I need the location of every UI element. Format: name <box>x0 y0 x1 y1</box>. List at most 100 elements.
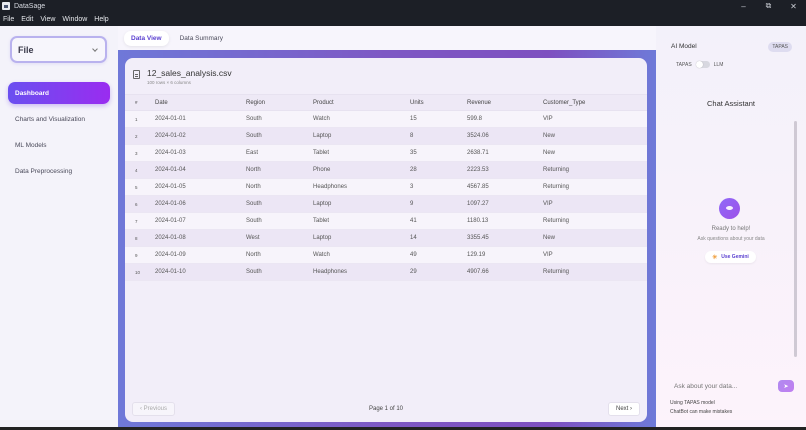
sidebar: File Dashboard Charts and Visualization … <box>0 26 118 430</box>
cell-index: 4 <box>135 167 138 173</box>
sidebar-item-ml-models[interactable]: ML Models <box>8 134 110 156</box>
cell-index: 7 <box>135 218 138 224</box>
table-row[interactable]: 8 2024-01-08 West Laptop 14 3355.45 New <box>125 230 647 247</box>
pagination: ‹ Previous Page 1 of 10 Next › <box>125 400 647 422</box>
menu-window[interactable]: Window <box>62 15 88 23</box>
table-row[interactable]: 7 2024-01-07 South Tablet 41 1180.13 Ret… <box>125 213 647 230</box>
table-row[interactable]: 3 2024-01-03 East Tablet 35 2638.71 New <box>125 145 647 162</box>
send-button[interactable]: ➤ <box>778 380 794 392</box>
cell-revenue: 129.19 <box>467 252 486 258</box>
table-row[interactable]: 2 2024-01-02 South Laptop 8 3524.06 New <box>125 128 647 145</box>
sidebar-item-label: Data Preprocessing <box>15 167 73 175</box>
cell-product: Laptop <box>313 133 332 139</box>
cell-customer-type: VIP <box>543 252 553 258</box>
cell-revenue: 4567.85 <box>467 184 489 190</box>
sidebar-item-dashboard[interactable]: Dashboard <box>8 82 110 104</box>
col-customer-type[interactable]: Customer_Type <box>543 99 586 106</box>
table-row[interactable]: 6 2024-01-06 South Laptop 9 1097.27 VIP <box>125 196 647 213</box>
maximize-button[interactable]: ⧉ <box>765 1 772 10</box>
cell-units: 49 <box>410 252 417 258</box>
data-table: # Date Region Product Units Revenue Cust… <box>125 94 647 281</box>
tab-data-summary[interactable]: Data Summary <box>179 35 223 42</box>
chevron-down-icon <box>92 46 98 52</box>
use-gemini-button[interactable]: ✳ Use Gemini <box>705 251 756 263</box>
file-dropdown[interactable]: File <box>10 36 107 63</box>
file-meta: 100 rows × 6 columns <box>147 80 191 85</box>
sparkle-icon: ✳ <box>712 254 718 261</box>
col-revenue[interactable]: Revenue <box>467 99 492 106</box>
chat-scrollbar[interactable] <box>794 121 797 357</box>
col-index[interactable]: # <box>135 100 138 105</box>
cell-product: Tablet <box>313 218 330 224</box>
table-row[interactable]: 10 2024-01-10 South Headphones 29 4907.6… <box>125 264 647 281</box>
col-region[interactable]: Region <box>246 99 266 106</box>
menu-view[interactable]: View <box>40 15 56 23</box>
cell-revenue: 2638.71 <box>467 150 489 156</box>
use-gemini-label: Use Gemini <box>721 254 749 260</box>
cell-date: 2024-01-08 <box>155 235 186 241</box>
cell-customer-type: Returning <box>543 167 570 173</box>
previous-button[interactable]: ‹ Previous <box>132 402 176 416</box>
menu-file[interactable]: File <box>3 15 15 23</box>
cell-region: North <box>246 167 261 173</box>
minimize-button[interactable]: – <box>741 1 746 11</box>
menu-help[interactable]: Help <box>94 15 109 23</box>
cell-revenue: 1097.27 <box>467 201 489 207</box>
cell-index: 5 <box>135 184 138 190</box>
col-units[interactable]: Units <box>410 99 424 106</box>
tab-data-view[interactable]: Data View <box>124 31 169 46</box>
cell-region: West <box>246 235 260 241</box>
window-controls: – ⧉ ✕ <box>731 0 806 12</box>
cell-units: 3 <box>410 184 414 190</box>
cell-product: Headphones <box>313 184 348 190</box>
cell-product: Headphones <box>313 269 348 275</box>
cell-units: 29 <box>410 269 417 275</box>
table-row[interactable]: 5 2024-01-05 North Headphones 3 4567.85 … <box>125 179 647 196</box>
menu-edit[interactable]: Edit <box>21 15 34 23</box>
cell-revenue: 1180.13 <box>467 218 489 224</box>
cell-region: North <box>246 184 261 190</box>
cell-index: 10 <box>135 269 141 275</box>
cell-region: South <box>246 201 262 207</box>
cell-units: 9 <box>410 201 414 207</box>
disclaimer: ChatBot can make mistakes <box>670 409 733 415</box>
table-row[interactable]: 1 2024-01-01 South Watch 15 599.8 VIP <box>125 111 647 128</box>
cell-product: Laptop <box>313 235 332 241</box>
model-toggle-row: TAPAS LLM <box>676 61 723 68</box>
cell-date: 2024-01-05 <box>155 184 186 190</box>
cell-date: 2024-01-07 <box>155 218 186 224</box>
cell-date: 2024-01-09 <box>155 252 186 258</box>
col-date[interactable]: Date <box>155 99 168 106</box>
bottom-edge <box>0 427 806 430</box>
tab-bar: Data View Data Summary <box>124 31 234 46</box>
data-card: 12_sales_analysis.csv 100 rows × 6 colum… <box>125 58 647 422</box>
cell-units: 28 <box>410 167 417 173</box>
table-body: 1 2024-01-01 South Watch 15 599.8 VIP 2 … <box>125 111 647 281</box>
sidebar-item-charts[interactable]: Charts and Visualization <box>8 108 110 130</box>
cell-customer-type: VIP <box>543 201 553 207</box>
cell-customer-type: New <box>543 235 556 241</box>
cell-revenue: 3355.45 <box>467 235 489 241</box>
next-button[interactable]: Next › <box>607 402 640 416</box>
data-frame: 12_sales_analysis.csv 100 rows × 6 colum… <box>118 50 656 430</box>
cell-region: South <box>246 133 262 139</box>
page-indicator: Page 1 of 10 <box>368 406 404 412</box>
close-button[interactable]: ✕ <box>790 1 797 11</box>
model-badge: TAPAS <box>768 42 792 52</box>
ready-subtitle: Ask questions about your data <box>697 236 765 242</box>
table-row[interactable]: 9 2024-01-09 North Watch 49 129.19 VIP <box>125 247 647 264</box>
col-product[interactable]: Product <box>313 99 334 106</box>
chat-input[interactable] <box>674 381 774 391</box>
cell-date: 2024-01-10 <box>155 269 186 275</box>
cell-date: 2024-01-03 <box>155 150 186 156</box>
sidebar-item-label: ML Models <box>15 141 47 149</box>
cell-region: South <box>246 218 262 224</box>
cell-units: 8 <box>410 133 414 139</box>
table-row[interactable]: 4 2024-01-04 North Phone 28 2223.53 Retu… <box>125 162 647 179</box>
cell-index: 2 <box>135 133 138 139</box>
toggle-knob <box>695 61 703 68</box>
model-toggle[interactable] <box>695 61 710 68</box>
table-header: # Date Region Product Units Revenue Cust… <box>125 94 647 111</box>
cell-customer-type: Returning <box>543 218 570 224</box>
sidebar-item-preprocessing[interactable]: Data Preprocessing <box>8 160 110 182</box>
